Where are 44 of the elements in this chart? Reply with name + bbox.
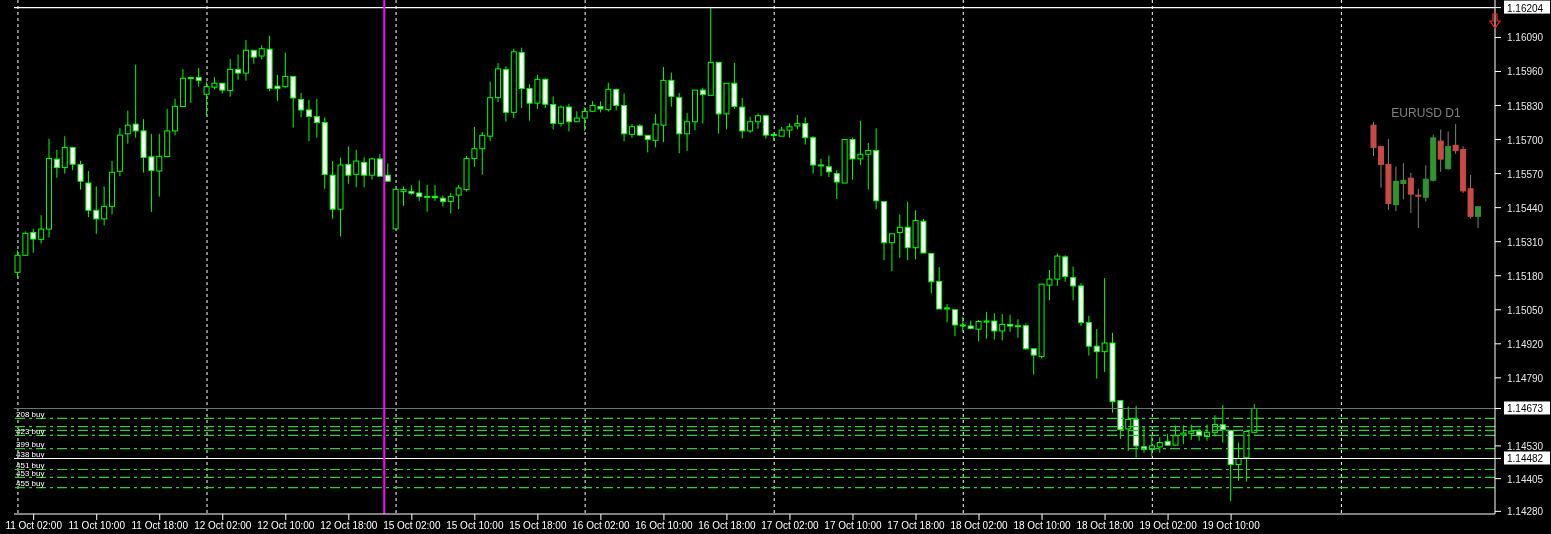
x-tick-label: 18 Oct 02:00 — [950, 520, 1009, 532]
y-tick-label: 1.15050 — [1507, 304, 1544, 316]
y-tick-label: 1.15180 — [1507, 270, 1544, 282]
y-tick-label: 1.14920 — [1507, 338, 1544, 350]
ref-line-label: 208 buy — [16, 409, 45, 419]
y-tick-label: 1.15310 — [1507, 236, 1544, 248]
x-tick-label: 17 Oct 10:00 — [824, 520, 883, 532]
y-tick-label: 1.14482 — [1507, 453, 1544, 465]
x-tick-label: 19 Oct 02:00 — [1139, 520, 1198, 532]
x-tick-label: 18 Oct 10:00 — [1013, 520, 1072, 532]
x-tick-label: 16 Oct 18:00 — [698, 520, 756, 532]
x-tick-label: 12 Oct 02:00 — [194, 520, 252, 532]
y-tick-label: 1.16090 — [1507, 32, 1544, 44]
x-tick-label: 16 Oct 10:00 — [635, 520, 693, 532]
x-tick-label: 17 Oct 02:00 — [761, 520, 820, 532]
x-tick-label: 11 Oct 10:00 — [68, 520, 126, 532]
x-tick-label: 16 Oct 02:00 — [572, 520, 630, 532]
x-tick-label: 15 Oct 10:00 — [446, 520, 504, 532]
y-tick-label: 1.14280 — [1507, 506, 1544, 518]
y-tick-label: 1.15830 — [1507, 100, 1544, 112]
x-tick-label: 11 Oct 02:00 — [5, 520, 63, 532]
x-tick-label: 12 Oct 10:00 — [257, 520, 315, 532]
ref-line-label: 455 buy — [16, 479, 45, 489]
ref-line-label: 399 buy — [16, 440, 45, 450]
y-tick-label: 1.15570 — [1507, 168, 1544, 180]
y-tick-label: 1.14405 — [1507, 473, 1544, 485]
ref-line-label: 453 buy — [16, 468, 45, 478]
x-tick-label: 17 Oct 18:00 — [887, 520, 946, 532]
ref-line-label: 438 buy — [16, 449, 45, 459]
x-tick-label: 18 Oct 18:00 — [1076, 520, 1135, 532]
x-tick-label: 15 Oct 02:00 — [383, 520, 441, 532]
x-tick-label: 15 Oct 18:00 — [509, 520, 567, 532]
y-tick-label: 1.15960 — [1507, 66, 1544, 78]
y-tick-label: 1.14790 — [1507, 372, 1544, 384]
y-tick-label: 1.14673 — [1507, 403, 1544, 415]
chart-title: EURUSD D1 — [1390, 106, 1462, 120]
y-tick-label: 1.14530 — [1507, 440, 1544, 452]
y-tick-label: 1.15440 — [1507, 202, 1544, 214]
y-tick-label: 1.16204 — [1507, 2, 1544, 14]
ref-line-label: 451 buy — [16, 460, 45, 470]
x-tick-label: 12 Oct 18:00 — [320, 520, 378, 532]
x-tick-label: 19 Oct 10:00 — [1202, 520, 1261, 532]
x-tick-label: 11 Oct 18:00 — [131, 520, 189, 532]
y-tick-label: 1.15700 — [1507, 134, 1544, 146]
